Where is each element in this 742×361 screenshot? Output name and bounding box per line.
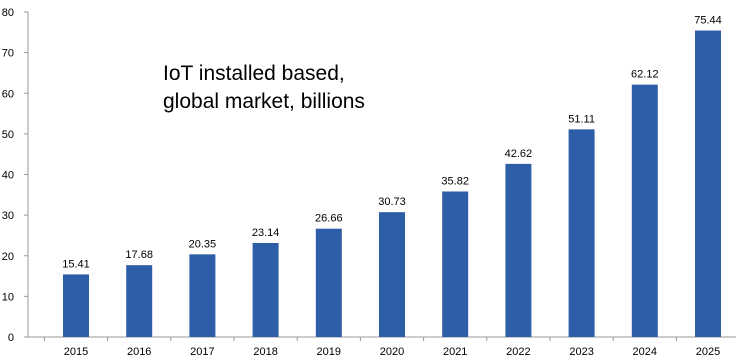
y-tick-label: 20 [2,251,14,263]
data-label-2025: 75.44 [694,15,722,27]
data-label-2024: 62.12 [631,69,659,81]
bar-2021 [442,191,469,337]
data-label-2019: 26.66 [315,213,343,225]
y-tick-label: 50 [2,129,14,141]
bar-2018 [252,242,279,337]
x-tick-label-2020: 2020 [380,346,404,358]
data-label-2021: 35.82 [441,175,469,187]
chart-title-line-1: IoT installed based, [163,62,345,85]
bar-2022 [505,163,532,337]
data-label-2023: 51.11 [568,113,595,125]
x-axis: 2015 2016 2017 2018 2019 2020 2021 2022 2023 2024… [28,336,736,358]
bar-2023 [568,129,595,337]
y-tick-label: 10 [2,291,14,303]
y-tick-label: 70 [2,48,14,60]
data-labels: 15.41 17.68 20.35 23.14 26.66 30.73 35.82 42.62… [62,15,722,271]
y-tick-label: 80 [2,7,14,19]
y-axis: 0 10 20 30 40 50 60 70 80 [2,7,29,344]
bar-2020 [379,212,405,337]
data-label-2020: 30.73 [378,196,406,208]
data-label-2018: 23.14 [252,227,280,239]
data-label-2017: 20.35 [189,238,217,250]
x-tick-label-2018: 2018 [253,346,277,358]
x-tick-label-2023: 2023 [569,346,593,358]
x-tick-label-2017: 2017 [190,346,214,358]
bar-2016 [126,265,153,337]
x-tick-label-2021: 2021 [443,346,467,358]
bar-2025 [695,30,721,338]
y-tick-label: 0 [8,332,14,344]
y-tick-label: 40 [2,170,14,182]
bar-2024 [631,84,658,337]
x-tick-label-2022: 2022 [506,346,530,358]
y-tick-label: 30 [2,210,14,222]
x-tick-label-2025: 2025 [696,346,720,358]
x-tick-label-2019: 2019 [317,346,341,358]
chart-title-line-2: global market, billions [163,90,365,113]
x-tick-label-2024: 2024 [633,346,657,358]
x-tick-label-2015: 2015 [64,346,88,358]
data-label-2016: 17.68 [125,249,153,261]
data-label-2015: 15.41 [62,258,90,270]
y-tick-label: 60 [2,88,14,100]
bar-2017 [189,254,216,337]
chart-title: IoT installed based, global market, bill… [163,60,483,116]
bars [63,30,721,338]
data-label-2022: 42.62 [505,148,533,160]
bar-2015 [63,274,89,337]
bar-2019 [315,228,342,337]
x-tick-label-2016: 2016 [127,346,151,358]
